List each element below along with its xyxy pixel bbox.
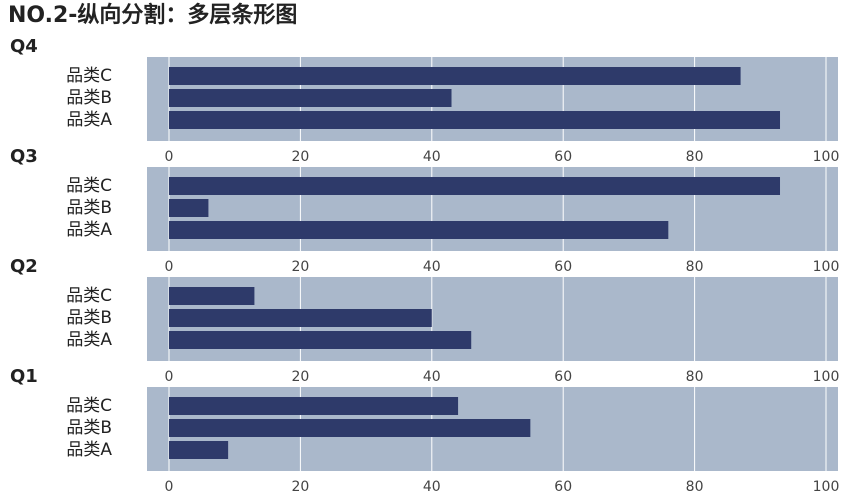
bar bbox=[169, 89, 452, 107]
x-tick-label: 0 bbox=[165, 149, 174, 165]
y-tick-label: 品类A bbox=[66, 110, 112, 130]
x-tick-label: 60 bbox=[554, 149, 572, 165]
bar bbox=[169, 441, 229, 459]
panel-title: Q2 bbox=[10, 256, 38, 277]
bar bbox=[169, 221, 669, 239]
x-tick-label: 80 bbox=[686, 369, 704, 385]
x-tick-label: 100 bbox=[813, 259, 840, 275]
bar bbox=[169, 67, 741, 85]
x-tick-label: 100 bbox=[813, 479, 840, 495]
x-tick-label: 80 bbox=[686, 149, 704, 165]
bar bbox=[169, 331, 472, 349]
y-tick-label: 品类C bbox=[66, 286, 112, 306]
x-tick-label: 20 bbox=[291, 479, 309, 495]
y-tick-label: 品类A bbox=[66, 440, 112, 460]
x-tick-label: 40 bbox=[423, 149, 441, 165]
y-tick-label: 品类A bbox=[66, 220, 112, 240]
chart-title: NO.2-纵向分割：多层条形图 bbox=[8, 2, 297, 28]
x-tick-label: 100 bbox=[813, 149, 840, 165]
panel-title: Q1 bbox=[10, 366, 38, 387]
y-tick-label: 品类C bbox=[66, 396, 112, 416]
x-tick-label: 80 bbox=[686, 479, 704, 495]
x-tick-label: 100 bbox=[813, 369, 840, 385]
bar bbox=[169, 419, 531, 437]
x-tick-label: 0 bbox=[165, 479, 174, 495]
bar bbox=[169, 199, 209, 217]
bar bbox=[169, 309, 432, 327]
y-tick-label: 品类B bbox=[66, 418, 112, 438]
bar bbox=[169, 111, 781, 129]
panel-title: Q3 bbox=[10, 146, 38, 167]
y-tick-label: 品类B bbox=[66, 88, 112, 108]
x-tick-label: 20 bbox=[291, 149, 309, 165]
y-tick-label: 品类C bbox=[66, 176, 112, 196]
y-tick-label: 品类C bbox=[66, 66, 112, 86]
x-tick-label: 20 bbox=[291, 259, 309, 275]
x-tick-label: 40 bbox=[423, 369, 441, 385]
y-tick-label: 品类A bbox=[66, 330, 112, 350]
y-tick-label: 品类B bbox=[66, 308, 112, 328]
y-tick-label: 品类B bbox=[66, 198, 112, 218]
bar bbox=[169, 397, 459, 415]
x-tick-label: 0 bbox=[165, 369, 174, 385]
x-tick-label: 60 bbox=[554, 479, 572, 495]
bar bbox=[169, 287, 255, 305]
panel-title: Q4 bbox=[10, 36, 38, 57]
x-tick-label: 0 bbox=[165, 259, 174, 275]
x-tick-label: 40 bbox=[423, 259, 441, 275]
x-tick-label: 60 bbox=[554, 259, 572, 275]
x-tick-label: 60 bbox=[554, 369, 572, 385]
x-tick-label: 40 bbox=[423, 479, 441, 495]
x-tick-label: 20 bbox=[291, 369, 309, 385]
x-tick-label: 80 bbox=[686, 259, 704, 275]
bar bbox=[169, 177, 781, 195]
